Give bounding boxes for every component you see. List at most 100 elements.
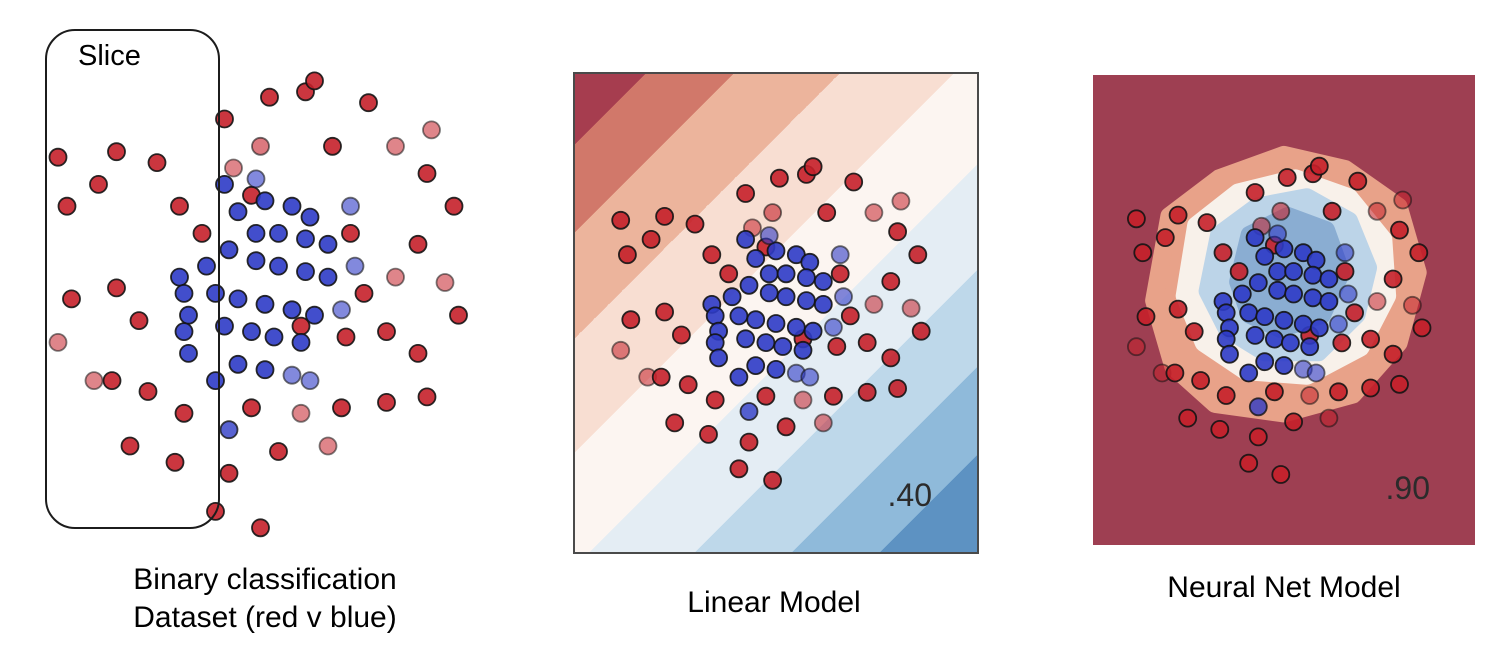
scatter-point-blue	[264, 327, 284, 347]
scatter-point-blue	[1268, 224, 1288, 244]
scatter-point-red	[102, 371, 122, 391]
scatter-point-blue	[255, 294, 275, 314]
scatter-point-red	[1361, 329, 1381, 349]
scatter-point-red	[422, 120, 441, 140]
scatter-point-red	[165, 452, 185, 472]
scatter-point-red	[1284, 412, 1304, 432]
scatter-point-blue	[296, 229, 315, 249]
scatter-point-red	[48, 147, 68, 167]
scatter-point-red	[1345, 303, 1365, 323]
scatter-point-blue	[246, 223, 266, 243]
scatter-point-blue	[823, 317, 843, 337]
scatter-point-red	[1322, 201, 1342, 221]
scatter-point-blue	[796, 291, 816, 311]
scatter-point-red	[1409, 243, 1429, 263]
neural-caption: Neural Net Model	[1167, 571, 1401, 604]
scatter-point-blue	[756, 333, 776, 353]
scatter-point-red	[908, 245, 928, 265]
scatter-point-red	[611, 210, 631, 230]
scatter-point-blue	[739, 275, 759, 295]
scatter-point-blue	[1319, 292, 1339, 311]
scatter-point-red	[1136, 307, 1156, 327]
scatter-point-blue	[219, 420, 239, 440]
scatter-point-blue	[773, 337, 793, 356]
scatter-point-red	[1329, 382, 1348, 402]
scatter-point-blue	[1284, 262, 1304, 281]
linear-score-label: .40	[887, 477, 932, 513]
scatter-point-red	[1309, 156, 1329, 176]
scatter-point-red	[651, 367, 671, 387]
scatter-point-red	[1168, 299, 1188, 319]
scatter-point-red	[1393, 190, 1413, 210]
scatter-point-red	[57, 196, 77, 216]
scatter-point-red	[803, 157, 823, 177]
scatter-point-red	[736, 184, 756, 203]
scatter-point-red	[1271, 201, 1291, 221]
scatter-point-blue	[174, 322, 194, 342]
scatter-point-blue	[834, 287, 853, 307]
scatter-point-red	[417, 164, 437, 183]
slice-label: Slice	[78, 40, 141, 72]
scatter-point-blue	[1220, 344, 1239, 364]
scatter-point-blue	[170, 267, 189, 287]
scatter-point-blue	[776, 287, 796, 307]
scatter-point-red	[1165, 363, 1185, 383]
scatter-point-red	[621, 310, 641, 330]
scatter-point-red	[888, 222, 908, 242]
scatter-point-red	[1383, 344, 1403, 364]
scatter-point-blue	[296, 262, 315, 282]
scatter-point-blue	[282, 300, 302, 320]
scatter-point-blue	[813, 294, 833, 314]
scatter-point-blue	[746, 310, 766, 330]
scatter-point-blue	[318, 234, 338, 254]
linear-scatter-layer	[611, 157, 931, 490]
dataset-scatter-layer	[48, 71, 468, 538]
scatter-point-red	[1300, 386, 1320, 405]
scatter-point-blue	[1303, 288, 1323, 308]
scatter-point-red	[881, 348, 901, 368]
scatter-point-blue	[1274, 356, 1294, 375]
scatter-point-red	[1155, 228, 1175, 248]
scatter-point-blue	[1284, 284, 1304, 304]
scatter-point-blue	[830, 245, 850, 265]
scatter-point-red	[729, 459, 749, 479]
scatter-point-red	[763, 470, 783, 490]
scatter-point-red	[763, 203, 783, 223]
scatter-point-red	[224, 158, 243, 178]
scatter-point-red	[192, 223, 212, 243]
scatter-point-red	[408, 234, 428, 254]
scatter-point-blue	[746, 356, 766, 376]
scatter-point-blue	[705, 306, 725, 326]
scatter-point-red	[891, 191, 911, 211]
scatter-point-red	[830, 264, 850, 284]
scatter-point-blue	[215, 174, 234, 194]
scatter-point-red	[1390, 220, 1409, 240]
scatter-point-red	[1216, 386, 1236, 405]
scatter-point-red	[89, 174, 108, 194]
scatter-point-red	[107, 278, 126, 298]
scatter-point-blue	[729, 306, 749, 326]
scatter-point-blue	[228, 354, 248, 374]
scatter-point-red	[641, 229, 661, 249]
scatter-point-red	[336, 327, 356, 347]
scatter-point-red	[611, 340, 631, 360]
scatter-point-red	[318, 436, 338, 456]
scatter-point-blue	[1293, 314, 1313, 334]
scatter-point-red	[823, 386, 843, 406]
scatter-point-red	[291, 403, 311, 423]
scatter-point-red	[444, 196, 464, 216]
scatter-point-red	[206, 501, 225, 521]
scatter-point-red	[813, 413, 833, 433]
scatter-point-blue	[729, 367, 749, 387]
scatter-point-red	[1335, 262, 1355, 281]
scatter-point-red	[1210, 419, 1230, 439]
scatter-point-red	[1168, 205, 1188, 225]
scatter-point-blue	[242, 322, 261, 342]
scatter-point-red	[1264, 382, 1284, 402]
scatter-point-blue	[1335, 243, 1355, 263]
scatter-point-blue	[1306, 250, 1326, 270]
scatter-point-red	[655, 302, 674, 322]
scatter-point-blue	[1303, 265, 1323, 285]
scatter-point-blue	[174, 283, 194, 303]
